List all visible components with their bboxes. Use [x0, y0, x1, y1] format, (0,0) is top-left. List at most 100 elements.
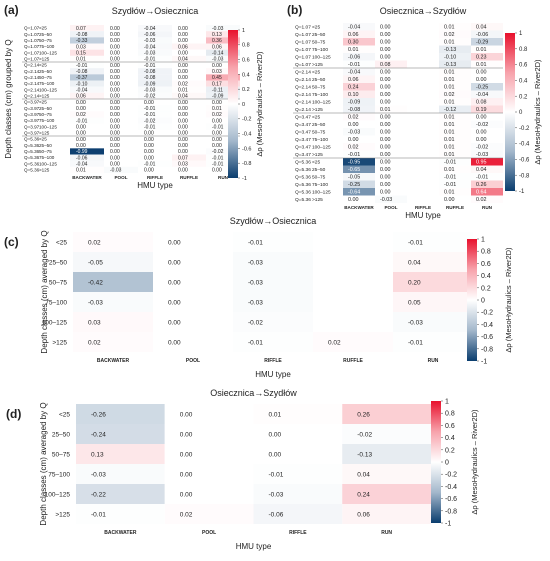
y-axis-label: Depth classes (cm) averaged by Q — [39, 402, 48, 525]
heatmap-cell — [313, 312, 393, 332]
colorbar-tick-label: 1 — [445, 398, 449, 405]
y-tick-label: 100–125 — [39, 50, 57, 55]
y-tick-label: 25–50 — [312, 167, 326, 173]
x-tick-label: RUFFLE — [446, 205, 464, 210]
heatmap-cell — [70, 55, 104, 62]
heatmap-cell — [138, 123, 172, 130]
cell-value-label: 0.20 — [408, 279, 421, 286]
heatmap-cell — [138, 142, 172, 149]
cell-value-label: -0.03 — [248, 279, 263, 286]
y-tick-label: <25 — [59, 411, 70, 418]
y-tick-group-label: Q=1.07 — [24, 38, 40, 43]
heatmap-cell — [471, 128, 503, 136]
y-tick-label: 100–125 — [312, 189, 331, 195]
cell-value-label: 0.00 — [178, 143, 188, 149]
y-tick-group-label: Q=3.97 — [24, 100, 40, 105]
y-tick-group-label: Q=3.47 — [295, 137, 311, 143]
y-tick-label: 100–125 — [39, 87, 57, 92]
cell-value-label: 0.00 — [380, 145, 391, 151]
cell-value-label: 0.00 — [76, 131, 86, 137]
y-tick-label: 50–75 — [49, 279, 67, 286]
y-tick-label: >125 — [52, 339, 67, 346]
heatmap-cell — [104, 166, 138, 173]
cell-value-label: 0.00 — [178, 69, 188, 75]
cell-value-label: 0.00 — [76, 100, 86, 106]
colorbar-tick-label: -0.8 — [445, 508, 457, 515]
heatmap-cell — [104, 25, 138, 32]
heatmap-cell — [375, 135, 407, 143]
cell-value-label: 0.01 — [269, 411, 282, 418]
heatmap-cell — [439, 158, 471, 166]
y-tick-group-label: Q=2.14 — [295, 107, 311, 113]
cell-value-label: 0.06 — [212, 44, 222, 50]
heatmap-cell — [407, 105, 439, 113]
heatmap-cell — [439, 75, 471, 83]
cell-value-label: 0.00 — [380, 32, 391, 38]
heatmap-cell — [70, 37, 104, 44]
cell-value-label: 0.01 — [76, 57, 86, 63]
colorbar-tick-label: -1 — [445, 520, 451, 527]
cell-value-label: 0.00 — [168, 299, 181, 306]
heatmap-cell — [375, 158, 407, 166]
heatmap-cell — [343, 120, 375, 128]
heatmap-cell — [164, 424, 254, 444]
x-tick-label: BACKWATER — [97, 358, 130, 364]
y-tick-label: 50–75 — [312, 39, 326, 45]
heatmap-cell — [104, 105, 138, 112]
heatmap-cell — [407, 75, 439, 83]
x-axis-label: HMU type — [255, 370, 291, 379]
cell-value-label: -0.64 — [348, 190, 360, 196]
cell-value-label: 0.00 — [178, 118, 188, 124]
y-tick-group-label: Q=2.14 — [295, 77, 311, 83]
heatmap-cell — [73, 252, 153, 272]
heatmap-cell — [407, 180, 439, 188]
y-tick-group-label: Q=3.47 — [295, 114, 311, 120]
cell-value-label: 0.00 — [380, 77, 391, 83]
heatmap-cell — [375, 98, 407, 106]
heatmap-cell — [439, 180, 471, 188]
x-axis-label: HMU type — [137, 181, 173, 190]
cell-value-label: 0.00 — [380, 122, 391, 128]
heatmap-cell — [153, 232, 233, 252]
heatmap-cell — [439, 83, 471, 91]
heatmap-cell — [471, 98, 503, 106]
heatmap-cell — [164, 504, 254, 524]
heatmap-cell — [172, 123, 206, 130]
y-tick-label: <25 — [312, 114, 320, 120]
heatmap-cell — [407, 195, 439, 203]
heatmap-cell — [343, 53, 375, 61]
y-tick-label: >125 — [312, 152, 323, 158]
heatmap-cell — [313, 232, 393, 252]
cell-value-label: 0.01 — [178, 88, 188, 94]
cell-value-label: 0.00 — [380, 115, 391, 121]
heatmap-cell — [439, 98, 471, 106]
heatmap-cell — [342, 444, 431, 464]
colorbar-label: Δρ (MesoHydraulics – River2D) — [504, 247, 513, 353]
heatmap-cell — [172, 80, 206, 87]
cell-value-label: -0.13 — [444, 62, 456, 68]
cell-value-label: 0.01 — [444, 25, 455, 31]
heatmap-cell — [70, 99, 104, 106]
y-tick-group-label: Q=1.07 — [24, 26, 40, 31]
colorbar-tick-label: 0.8 — [481, 249, 491, 256]
heatmap-cell — [393, 252, 473, 272]
heatmap-cell — [439, 188, 471, 196]
cell-value-label: 0.01 — [212, 106, 222, 112]
heatmap-cell — [138, 31, 172, 38]
y-tick-label: >125 — [39, 168, 50, 173]
heatmap-cell — [375, 30, 407, 38]
cell-value-label: 0.00 — [476, 137, 487, 143]
cell-value-label: 0.04 — [178, 94, 188, 100]
y-tick-group-label: Q=1.07 — [24, 44, 40, 49]
cell-value-label: -0.03 — [144, 88, 156, 94]
heatmap-cell — [104, 99, 138, 106]
heatmap-cell — [206, 123, 240, 130]
heatmap-cell — [104, 62, 138, 69]
y-tick-group-label: Q=2.14 — [24, 69, 40, 74]
colorbar-tick-label: -0.8 — [519, 173, 530, 179]
heatmap-cell — [439, 128, 471, 136]
heatmap-cell — [70, 154, 104, 161]
heatmap-cell — [138, 55, 172, 62]
cell-value-label: 0.02 — [328, 339, 341, 346]
y-tick-group-label: Q=1.07 — [24, 50, 40, 55]
